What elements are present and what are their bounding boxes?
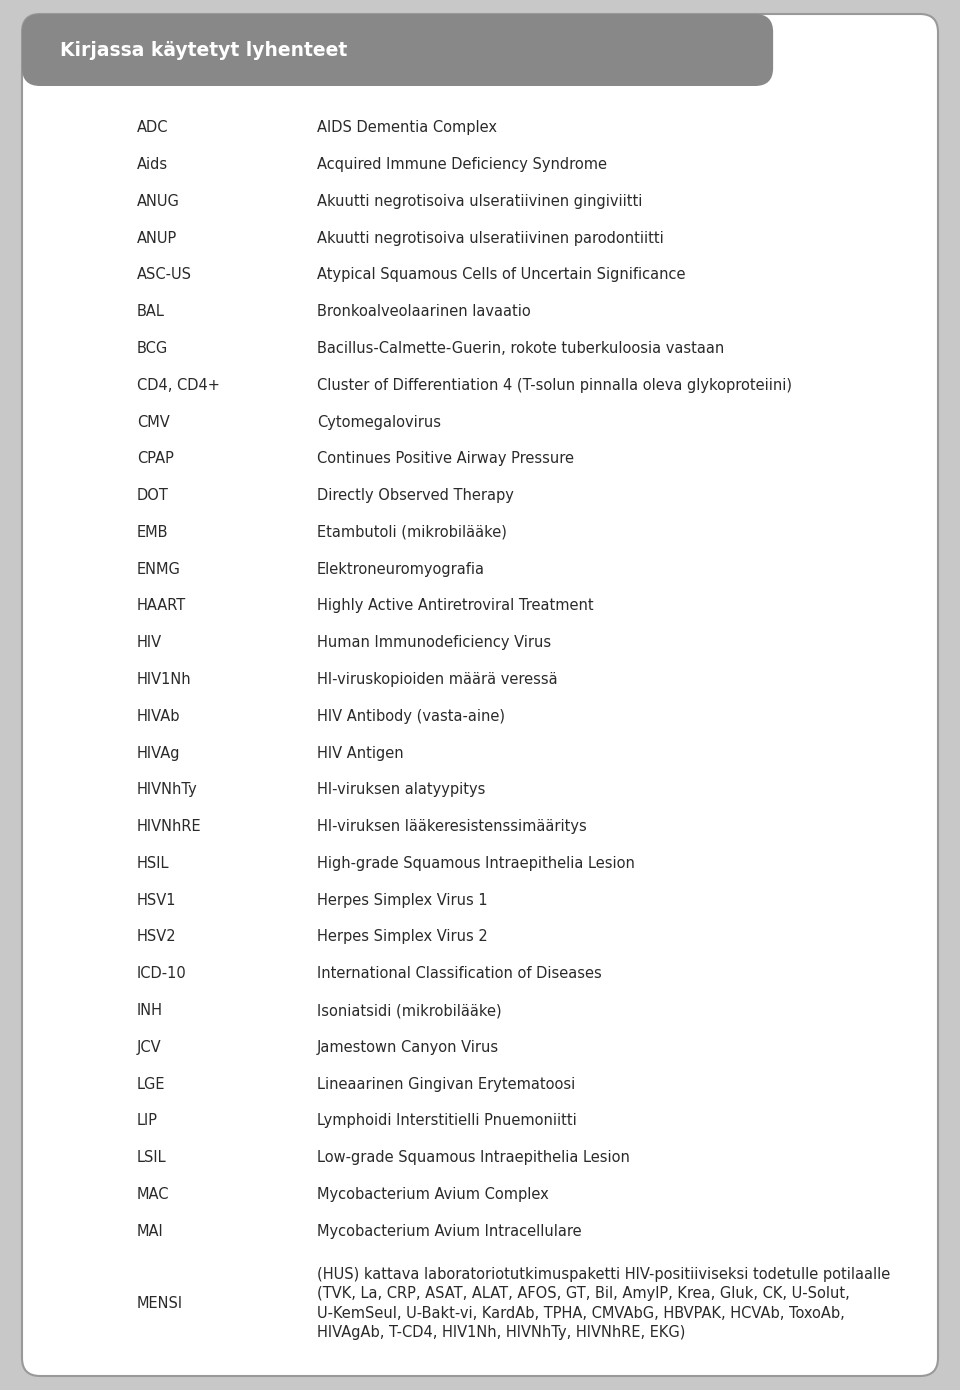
Text: HIVNhRE: HIVNhRE — [137, 819, 202, 834]
Text: ICD-10: ICD-10 — [137, 966, 187, 981]
Text: HI-viruksen lääkeresistenssimääritys: HI-viruksen lääkeresistenssimääritys — [317, 819, 587, 834]
Text: Mycobacterium Avium Intracellulare: Mycobacterium Avium Intracellulare — [317, 1223, 582, 1238]
Text: CPAP: CPAP — [137, 452, 174, 467]
Text: Lymphoidi Interstitielli Pnuemoniitti: Lymphoidi Interstitielli Pnuemoniitti — [317, 1113, 577, 1129]
Text: BAL: BAL — [137, 304, 165, 320]
Text: MAI: MAI — [137, 1223, 164, 1238]
Text: Bacillus-Calmette-Guerin, rokote tuberkuloosia vastaan: Bacillus-Calmette-Guerin, rokote tuberku… — [317, 341, 724, 356]
Text: Herpes Simplex Virus 2: Herpes Simplex Virus 2 — [317, 930, 488, 944]
Text: HSV1: HSV1 — [137, 892, 177, 908]
Text: CMV: CMV — [137, 414, 170, 430]
Text: EMB: EMB — [137, 525, 169, 539]
Text: CD4, CD4+: CD4, CD4+ — [137, 378, 220, 393]
Text: ANUG: ANUG — [137, 195, 180, 208]
Text: Mycobacterium Avium Complex: Mycobacterium Avium Complex — [317, 1187, 549, 1202]
Text: HIV Antigen: HIV Antigen — [317, 745, 403, 760]
Text: HIVAg: HIVAg — [137, 745, 180, 760]
Text: Low-grade Squamous Intraepithelia Lesion: Low-grade Squamous Intraepithelia Lesion — [317, 1150, 630, 1165]
Text: Continues Positive Airway Pressure: Continues Positive Airway Pressure — [317, 452, 574, 467]
Text: ENMG: ENMG — [137, 562, 180, 577]
Text: Jamestown Canyon Virus: Jamestown Canyon Virus — [317, 1040, 499, 1055]
Text: Human Immunodeficiency Virus: Human Immunodeficiency Virus — [317, 635, 551, 651]
Text: Lineaarinen Gingivan Erytematoosi: Lineaarinen Gingivan Erytematoosi — [317, 1077, 575, 1091]
Text: Highly Active Antiretroviral Treatment: Highly Active Antiretroviral Treatment — [317, 599, 593, 613]
Text: DOT: DOT — [137, 488, 169, 503]
Text: Etambutoli (mikrobilääke): Etambutoli (mikrobilääke) — [317, 525, 507, 539]
Text: HAART: HAART — [137, 599, 186, 613]
Text: LIP: LIP — [137, 1113, 158, 1129]
Text: ADC: ADC — [137, 121, 169, 135]
Text: HIVNhTy: HIVNhTy — [137, 783, 198, 798]
Text: AIDS Dementia Complex: AIDS Dementia Complex — [317, 121, 497, 135]
Text: MENSI: MENSI — [137, 1295, 183, 1311]
Text: Akuutti negrotisoiva ulseratiivinen gingiviitti: Akuutti negrotisoiva ulseratiivinen ging… — [317, 195, 642, 208]
Text: ASC-US: ASC-US — [137, 267, 192, 282]
Text: HI-viruskopioiden määrä veressä: HI-viruskopioiden määrä veressä — [317, 671, 558, 687]
Text: HSV2: HSV2 — [137, 930, 177, 944]
Text: INH: INH — [137, 1004, 163, 1017]
Text: LGE: LGE — [137, 1077, 165, 1091]
Text: BCG: BCG — [137, 341, 168, 356]
Text: HSIL: HSIL — [137, 856, 170, 872]
Text: JCV: JCV — [137, 1040, 161, 1055]
Text: HIVAb: HIVAb — [137, 709, 180, 724]
Text: (HUS) kattava laboratoriotutkimuspaketti HIV-positiiviseksi todetulle potilaalle: (HUS) kattava laboratoriotutkimuspaketti… — [317, 1268, 890, 1340]
Text: HIV1Nh: HIV1Nh — [137, 671, 192, 687]
Text: International Classification of Diseases: International Classification of Diseases — [317, 966, 602, 981]
Text: MAC: MAC — [137, 1187, 170, 1202]
Text: Acquired Immune Deficiency Syndrome: Acquired Immune Deficiency Syndrome — [317, 157, 607, 172]
Text: Aids: Aids — [137, 157, 168, 172]
Text: High-grade Squamous Intraepithelia Lesion: High-grade Squamous Intraepithelia Lesio… — [317, 856, 635, 872]
Text: LSIL: LSIL — [137, 1150, 167, 1165]
Text: Cytomegalovirus: Cytomegalovirus — [317, 414, 441, 430]
Text: Atypical Squamous Cells of Uncertain Significance: Atypical Squamous Cells of Uncertain Sig… — [317, 267, 685, 282]
Text: Directly Observed Therapy: Directly Observed Therapy — [317, 488, 514, 503]
Text: Elektroneuromyografia: Elektroneuromyografia — [317, 562, 485, 577]
Text: Bronkoalveolaarinen lavaatio: Bronkoalveolaarinen lavaatio — [317, 304, 531, 320]
Text: HI-viruksen alatyypitys: HI-viruksen alatyypitys — [317, 783, 486, 798]
Text: Isoniatsidi (mikrobilääke): Isoniatsidi (mikrobilääke) — [317, 1004, 502, 1017]
FancyBboxPatch shape — [22, 14, 773, 86]
Text: HIV: HIV — [137, 635, 162, 651]
Text: Akuutti negrotisoiva ulseratiivinen parodontiitti: Akuutti negrotisoiva ulseratiivinen paro… — [317, 231, 663, 246]
FancyBboxPatch shape — [22, 14, 938, 1376]
Text: Kirjassa käytetyt lyhenteet: Kirjassa käytetyt lyhenteet — [60, 40, 348, 60]
Text: Cluster of Differentiation 4 (T-solun pinnalla oleva glykoproteiini): Cluster of Differentiation 4 (T-solun pi… — [317, 378, 792, 393]
Text: ANUP: ANUP — [137, 231, 178, 246]
Text: Herpes Simplex Virus 1: Herpes Simplex Virus 1 — [317, 892, 488, 908]
Text: HIV Antibody (vasta-aine): HIV Antibody (vasta-aine) — [317, 709, 505, 724]
